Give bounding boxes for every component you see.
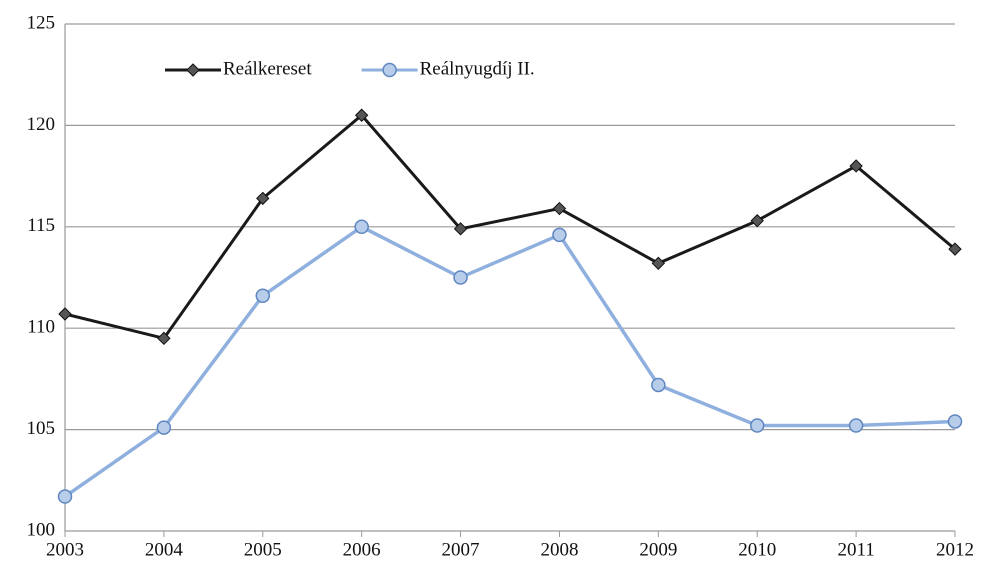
legend-label: Reálnyugdíj II. (420, 58, 535, 79)
x-tick-label: 2009 (639, 539, 677, 560)
point (848, 418, 864, 433)
y-tick-label: 110 (27, 317, 55, 338)
legend-label: Reálkereset (223, 58, 312, 79)
point (156, 420, 172, 435)
x-tick-label: 2012 (936, 539, 974, 560)
point (256, 191, 270, 206)
legend-marker (382, 62, 397, 78)
y-tick-label: 125 (27, 12, 56, 33)
series-line (63, 224, 956, 498)
x-tick-label: 2006 (343, 539, 381, 560)
point (651, 377, 666, 393)
point (552, 227, 567, 243)
point (157, 331, 171, 346)
point (255, 288, 271, 304)
point (651, 256, 666, 271)
x-tick-label: 2008 (540, 539, 578, 560)
point (453, 222, 468, 236)
x-tick-label: 2011 (837, 539, 874, 560)
x-tick-label: 2007 (442, 539, 480, 560)
point (947, 414, 963, 429)
x-tick-label: 2004 (145, 539, 184, 560)
point (750, 214, 764, 228)
point (58, 307, 72, 321)
legend-marker (186, 63, 200, 77)
x-tick-label: 2003 (46, 539, 84, 560)
x-tick-label: 2010 (738, 539, 776, 560)
point (354, 108, 369, 122)
point (354, 219, 369, 235)
point (552, 201, 567, 216)
y-tick-label: 105 (27, 418, 56, 439)
point (57, 489, 73, 504)
series-line (64, 113, 956, 341)
point (749, 418, 765, 433)
point (948, 242, 962, 256)
y-tick-label: 100 (27, 519, 56, 540)
x-tick-label: 2005 (244, 539, 282, 560)
point (453, 270, 468, 285)
y-tick-label: 120 (27, 114, 56, 135)
point (849, 159, 863, 173)
y-tick-label: 115 (27, 215, 55, 236)
